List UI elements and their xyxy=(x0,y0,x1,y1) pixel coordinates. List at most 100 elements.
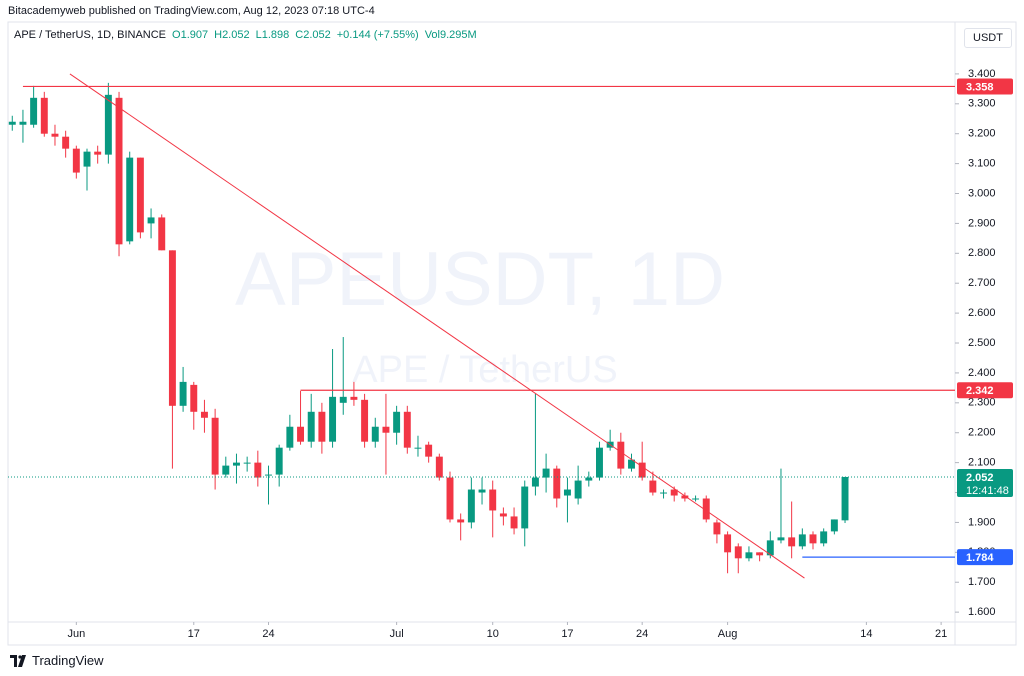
candle-body xyxy=(702,498,710,520)
price-tag xyxy=(957,382,1013,399)
candle-body xyxy=(553,468,561,499)
candle-body xyxy=(788,537,796,547)
x-tick-label: 24 xyxy=(636,628,648,640)
price-tag-label: 2.342 xyxy=(966,385,994,397)
candle-body xyxy=(745,552,753,559)
candle-body xyxy=(62,136,70,149)
candle-body xyxy=(531,477,539,487)
candle-body xyxy=(734,546,742,559)
candle-body xyxy=(265,474,272,476)
candle-body xyxy=(286,426,294,448)
candle-body xyxy=(766,540,774,556)
x-tick-label: Jun xyxy=(67,628,85,640)
candle-body xyxy=(585,477,593,481)
candle-body xyxy=(94,151,102,155)
candle-body xyxy=(8,121,16,125)
candle-body xyxy=(361,399,369,442)
candle-body xyxy=(275,447,283,475)
candle-body xyxy=(798,534,806,547)
x-tick-label: 21 xyxy=(935,628,947,640)
candle-body xyxy=(756,552,764,556)
candle-body xyxy=(628,459,635,469)
candle-body xyxy=(136,157,144,233)
ohlc: O1.907 xyxy=(172,29,209,41)
candle-body xyxy=(638,462,646,478)
candle-body xyxy=(596,447,603,478)
candle-body xyxy=(104,94,112,155)
y-tick-label: 1.900 xyxy=(968,516,996,528)
candle-body xyxy=(83,151,91,167)
candle-body xyxy=(222,465,230,475)
candle-body xyxy=(72,148,80,173)
last-price-label: 2.052 xyxy=(966,472,994,484)
candle-body xyxy=(563,489,571,496)
price-tag-label: 1.784 xyxy=(966,552,994,564)
candle-body xyxy=(318,411,326,442)
x-tick-label: 17 xyxy=(561,628,573,640)
candle-body xyxy=(339,396,347,403)
candle-body xyxy=(660,492,668,494)
candle-body xyxy=(233,462,240,466)
y-tick-label: 2.700 xyxy=(968,277,996,289)
y-tick-label: 2.100 xyxy=(968,457,996,469)
candle-body xyxy=(521,486,529,529)
price-tag xyxy=(957,78,1013,95)
candle-body xyxy=(158,217,166,251)
footer: TradingView xyxy=(10,653,104,668)
candle-body xyxy=(809,534,817,544)
watermark: APEUSDT, 1D xyxy=(235,237,725,322)
candle-body xyxy=(243,462,251,464)
symbol: APE / TetherUS, 1D, BINANCE xyxy=(14,29,167,41)
y-tick-label: 2.200 xyxy=(968,427,996,439)
candle-body xyxy=(254,462,262,478)
y-tick-label: 2.400 xyxy=(968,367,996,379)
candle-body xyxy=(297,426,305,442)
x-tick-label: 14 xyxy=(860,628,872,640)
candle-body xyxy=(168,250,176,406)
candle-body xyxy=(393,411,401,433)
price-tag-label: 3.358 xyxy=(966,81,994,93)
candle-body xyxy=(403,411,411,448)
candle-body xyxy=(371,426,379,442)
candle-body xyxy=(126,157,134,242)
candle-body xyxy=(467,489,475,523)
candle-body xyxy=(350,396,358,400)
y-tick-label: 1.700 xyxy=(968,576,996,588)
countdown: 12:41:48 xyxy=(966,485,1009,497)
last-price-tag xyxy=(957,468,1013,497)
logo xyxy=(10,654,26,667)
y-tick-label: 2.900 xyxy=(968,217,996,229)
candle-body xyxy=(499,513,507,517)
ohlc: C2.052 xyxy=(295,29,331,41)
candle-body xyxy=(574,480,582,499)
candle-body xyxy=(51,133,59,137)
chart-frame xyxy=(7,21,1017,646)
y-tick-label: 3.000 xyxy=(968,187,996,199)
volume: Vol9.295M xyxy=(424,29,477,41)
candle-body xyxy=(30,97,38,125)
y-tick-label: 2.800 xyxy=(968,247,996,259)
candle-body xyxy=(681,495,689,499)
candle-body xyxy=(382,426,390,433)
x-tick-label: Jul xyxy=(390,628,404,640)
x-tick-label: 17 xyxy=(188,628,200,640)
candle-body xyxy=(446,477,454,520)
y-tick-label: 2.300 xyxy=(968,397,996,409)
candle-body xyxy=(830,519,838,532)
currency-button[interactable]: USDT xyxy=(964,28,1012,48)
candle-body xyxy=(713,522,721,535)
y-tick-label: 3.400 xyxy=(968,68,996,80)
y-tick-label: 3.100 xyxy=(968,158,996,170)
candle-body xyxy=(147,217,155,224)
candle-body xyxy=(542,468,550,478)
candle-body xyxy=(190,384,198,412)
candle-body xyxy=(510,516,518,529)
candle-body xyxy=(425,444,433,457)
y-tick-label: 3.300 xyxy=(968,98,996,110)
published-line: Bitacademyweb published on TradingView.c… xyxy=(8,5,375,17)
candle-body xyxy=(478,489,486,493)
candle-body xyxy=(200,411,208,418)
candle-body xyxy=(841,476,849,521)
